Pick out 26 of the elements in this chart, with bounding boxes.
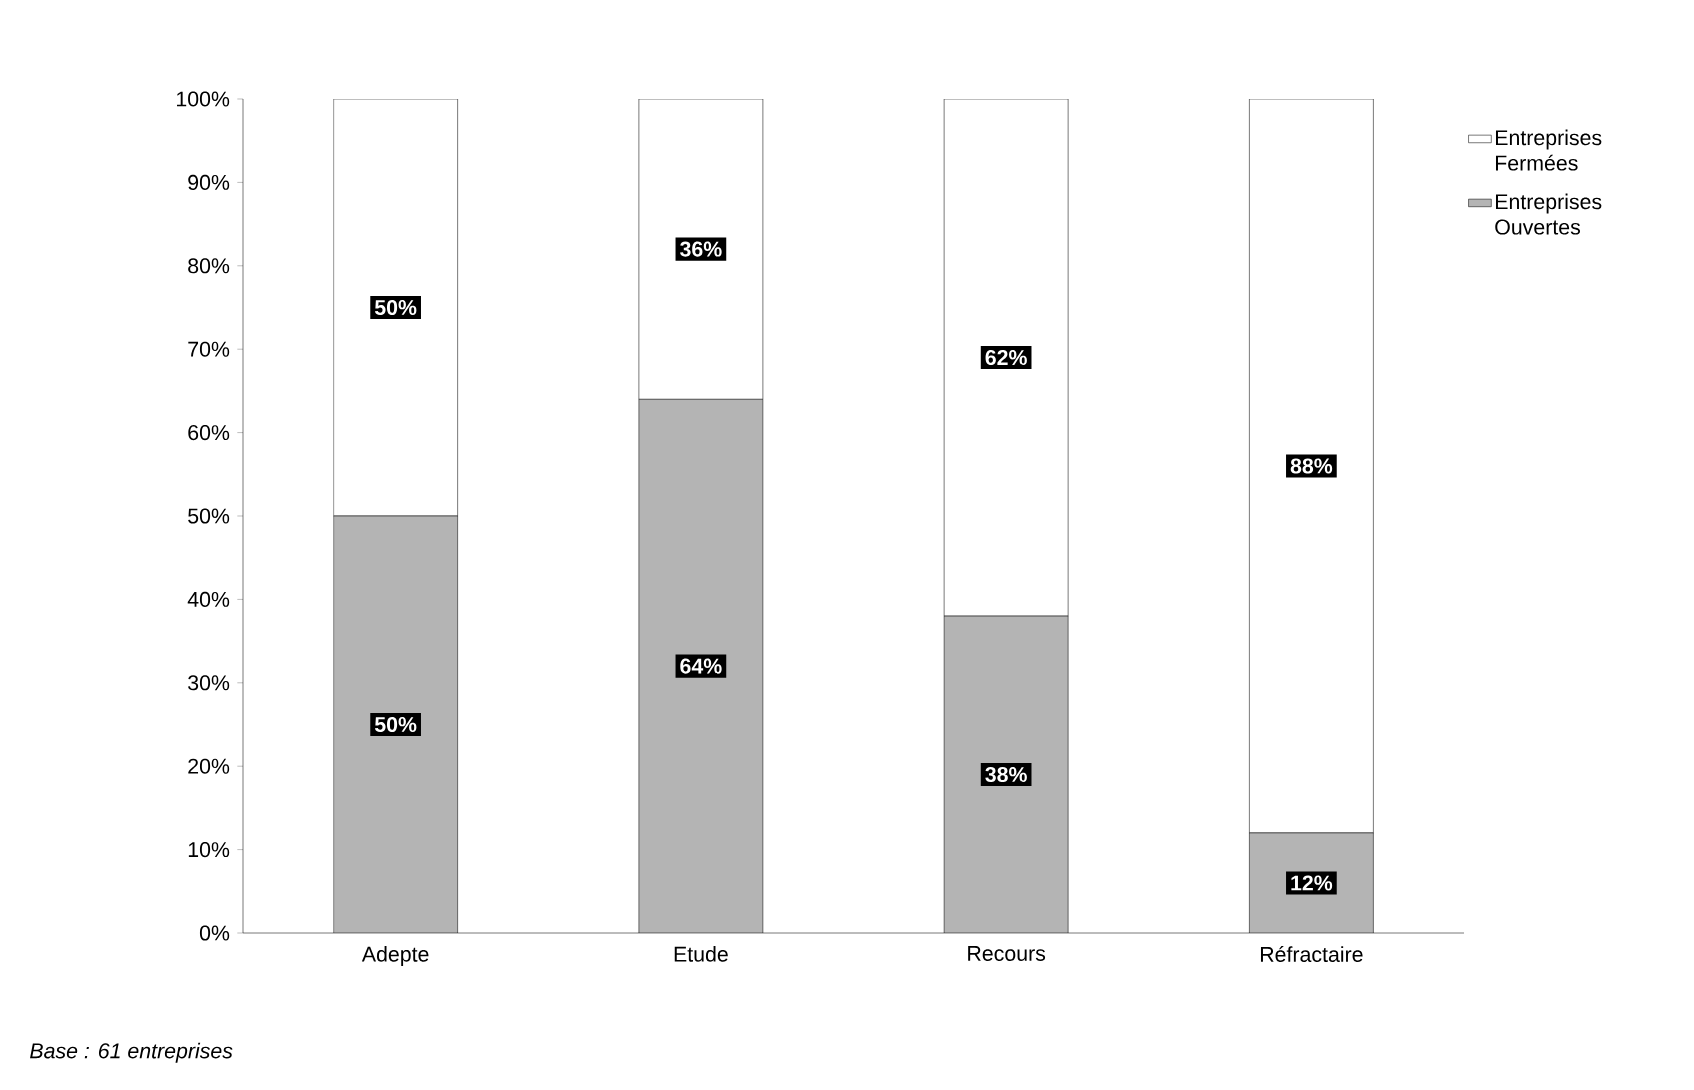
data-label: 50% — [374, 716, 417, 733]
x-tick-label: Recours — [968, 946, 1046, 961]
legend-label: Entreprises Fermées — [1496, 129, 1602, 171]
y-tick-label: 50% — [188, 508, 230, 524]
data-label: 12% — [1291, 875, 1333, 891]
x-tick-label: Etude — [674, 946, 728, 962]
x-tick-label: Adepte — [361, 946, 429, 966]
y-tick-label: 60% — [188, 425, 230, 441]
data-label: 62% — [985, 349, 1027, 366]
data-label: 50% — [374, 299, 417, 316]
x-tick-label: Réfractaire — [1260, 946, 1363, 962]
data-label: 88% — [1290, 458, 1333, 474]
legend-label: Entreprises Ouvertes — [1495, 193, 1602, 235]
y-tick-label: 10% — [188, 842, 230, 858]
y-tick-label: 30% — [188, 675, 230, 691]
y-tick-label: 100% — [177, 91, 230, 107]
y-tick-label: 40% — [187, 591, 230, 607]
data-label: 36% — [680, 241, 722, 257]
data-label: 64% — [680, 658, 722, 674]
data-label: 38% — [985, 766, 1027, 783]
y-tick-label: 20% — [188, 758, 230, 774]
y-tick-label: 70% — [188, 341, 230, 357]
y-tick-label: 0% — [199, 925, 230, 941]
y-tick-label: 80% — [188, 258, 230, 274]
y-tick-label: 90% — [188, 174, 230, 190]
text: Base : 61 entreprises — [30, 1042, 233, 1063]
